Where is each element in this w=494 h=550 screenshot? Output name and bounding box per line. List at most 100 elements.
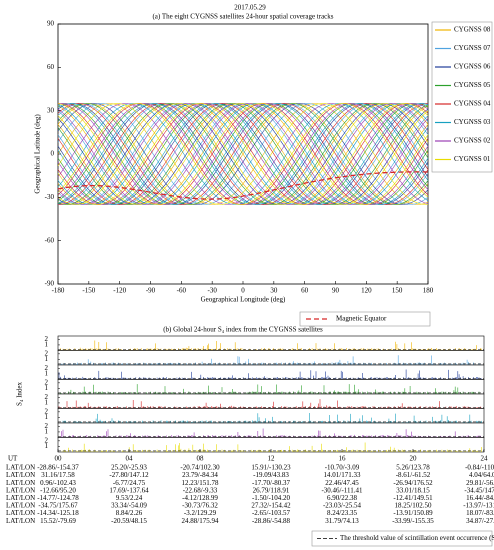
y-tick-label: 90 <box>47 20 55 28</box>
legend-label: CYGNSS 03 <box>454 118 491 126</box>
x-tick-label: -150 <box>82 287 95 295</box>
x-tick-label: -30 <box>207 287 217 295</box>
equator-legend-label: Magnetic Equator <box>336 315 387 323</box>
ground-track <box>57 103 429 205</box>
position-cell: 4.04/64.07 <box>469 471 494 479</box>
ground-track <box>57 103 429 205</box>
x-tick-label: 120 <box>361 287 372 295</box>
position-cell: -1.50/-104.20 <box>252 494 291 502</box>
ground-track <box>57 103 429 205</box>
legend-label: CYGNSS 01 <box>454 155 491 163</box>
position-cell: -20.59/48.15 <box>111 517 147 525</box>
y-tick-label: -60 <box>45 236 55 244</box>
position-cell: -26.94/176.52 <box>393 479 433 487</box>
y-tick-label: 2 <box>45 436 49 444</box>
magnetic-equator <box>57 171 429 200</box>
row-label: LAT/LON <box>6 464 35 472</box>
position-cell: -3.2/129.29 <box>184 509 217 517</box>
position-cell: 27.32/-154.42 <box>251 502 291 510</box>
position-cell: 18.07/-83.16 <box>466 509 494 517</box>
x-tick-label: -90 <box>146 287 156 295</box>
threshold-legend-label: The threshold value of scintillation eve… <box>340 534 494 542</box>
legend-label: CYGNSS 07 <box>454 44 491 52</box>
position-cell: 15.52/-79.69 <box>40 517 76 525</box>
position-cell: -17.70/-80.37 <box>252 479 291 487</box>
position-cell: -30.46/-111.41 <box>321 486 363 494</box>
x-tick-label: 30 <box>270 287 278 295</box>
y-tick-label: 1 <box>45 355 49 363</box>
equator-legend-box <box>299 311 431 327</box>
position-cell: -34.45/147.01 <box>464 486 494 494</box>
position-cell: -0.84/-110.96 <box>465 464 494 472</box>
ground-track <box>57 103 429 205</box>
row-label: LAT/LON <box>6 479 35 487</box>
y-tick-label: 1 <box>45 442 49 450</box>
x-tick-label: -180 <box>52 287 65 295</box>
x-tick-label: 12 <box>268 455 276 463</box>
position-cell: 6.90/22.38 <box>327 494 357 502</box>
y-tick-label: 1 <box>45 399 49 407</box>
position-cell: 24.88/175.94 <box>182 517 219 525</box>
position-cell: 0.96/-102.43 <box>40 479 76 487</box>
position-cell: -12.66/95.20 <box>40 486 76 494</box>
x-tick-label: 04 <box>126 455 134 463</box>
position-cell: 8.24/23.35 <box>327 509 357 517</box>
row-label: LAT/LON <box>6 471 35 479</box>
y-tick-label: 1 <box>45 428 49 436</box>
x-tick-label: 90 <box>332 287 340 295</box>
strip-frame <box>57 364 485 380</box>
x-tick-label: 20 <box>410 455 418 463</box>
y-tick-label: 1 <box>45 370 49 378</box>
position-cell: -30.73/76.32 <box>182 502 218 510</box>
ground-track <box>57 103 429 205</box>
x-axis-label: UT <box>8 455 18 463</box>
position-cell: -22.68/-9.33 <box>183 486 218 494</box>
position-cell: -27.80/147.12 <box>109 471 149 479</box>
position-cell: 17.69/-137.64 <box>109 486 149 494</box>
x-tick-label: 24 <box>481 455 489 463</box>
position-cell: 8.84/2.26 <box>116 509 143 517</box>
ground-track <box>57 103 429 205</box>
position-cell: 14.01/171.33 <box>324 471 361 479</box>
position-cell: 23.79/-84.34 <box>182 471 218 479</box>
x-tick-label: 150 <box>392 287 403 295</box>
figure-title: 2017.05.29 <box>234 4 266 12</box>
ground-track <box>57 103 429 205</box>
ground-track <box>57 103 429 205</box>
legend-label: CYGNSS 05 <box>454 81 491 89</box>
ground-track <box>57 103 429 205</box>
position-cell: -20.74/102.30 <box>180 464 220 472</box>
map-subtitle: (a) The eight CYGNSS satellites 24-hour … <box>152 13 333 21</box>
y-tick-label: -90 <box>45 280 55 288</box>
position-cell: -8.61/-61.52 <box>396 471 431 479</box>
row-label: LAT/LON <box>6 502 35 510</box>
x-tick-label: 0 <box>241 287 245 295</box>
position-cell: 5.26/123.78 <box>396 464 430 472</box>
x-tick-label: 08 <box>197 455 205 463</box>
position-cell: -14.77/-124.78 <box>37 494 79 502</box>
position-cell: -2.65/-103.57 <box>252 509 291 517</box>
position-cell: 25.20/-25.93 <box>111 464 147 472</box>
position-cell: -23.03/-25.54 <box>323 502 362 510</box>
y-tick-label: 30 <box>47 106 55 114</box>
x-tick-label: -120 <box>113 287 126 295</box>
ground-track <box>57 103 429 205</box>
position-cell: 33.01/18.15 <box>396 486 430 494</box>
position-cell: -28.86/-54.88 <box>252 517 291 525</box>
legend-label: CYGNSS 08 <box>454 26 491 34</box>
row-label: LAT/LON <box>6 509 35 517</box>
row-label: LAT/LON <box>6 494 35 502</box>
position-cell: 29.81/-56.24 <box>466 479 494 487</box>
position-cell: -34.75/175.67 <box>38 502 78 510</box>
ground-track <box>57 103 429 205</box>
strip-frame <box>57 408 485 424</box>
position-cell: -33.99/-155.35 <box>392 517 434 525</box>
position-cell: 12.23/151.78 <box>182 479 219 487</box>
ground-track <box>57 103 429 205</box>
position-cell: 9.53/2.24 <box>116 494 143 502</box>
position-cell: -28.86/-154.37 <box>37 464 79 472</box>
ground-track <box>57 103 429 205</box>
position-cell: 22.46/47.45 <box>325 479 359 487</box>
strip-frame <box>57 379 485 395</box>
x-tick-label: 180 <box>423 287 434 295</box>
